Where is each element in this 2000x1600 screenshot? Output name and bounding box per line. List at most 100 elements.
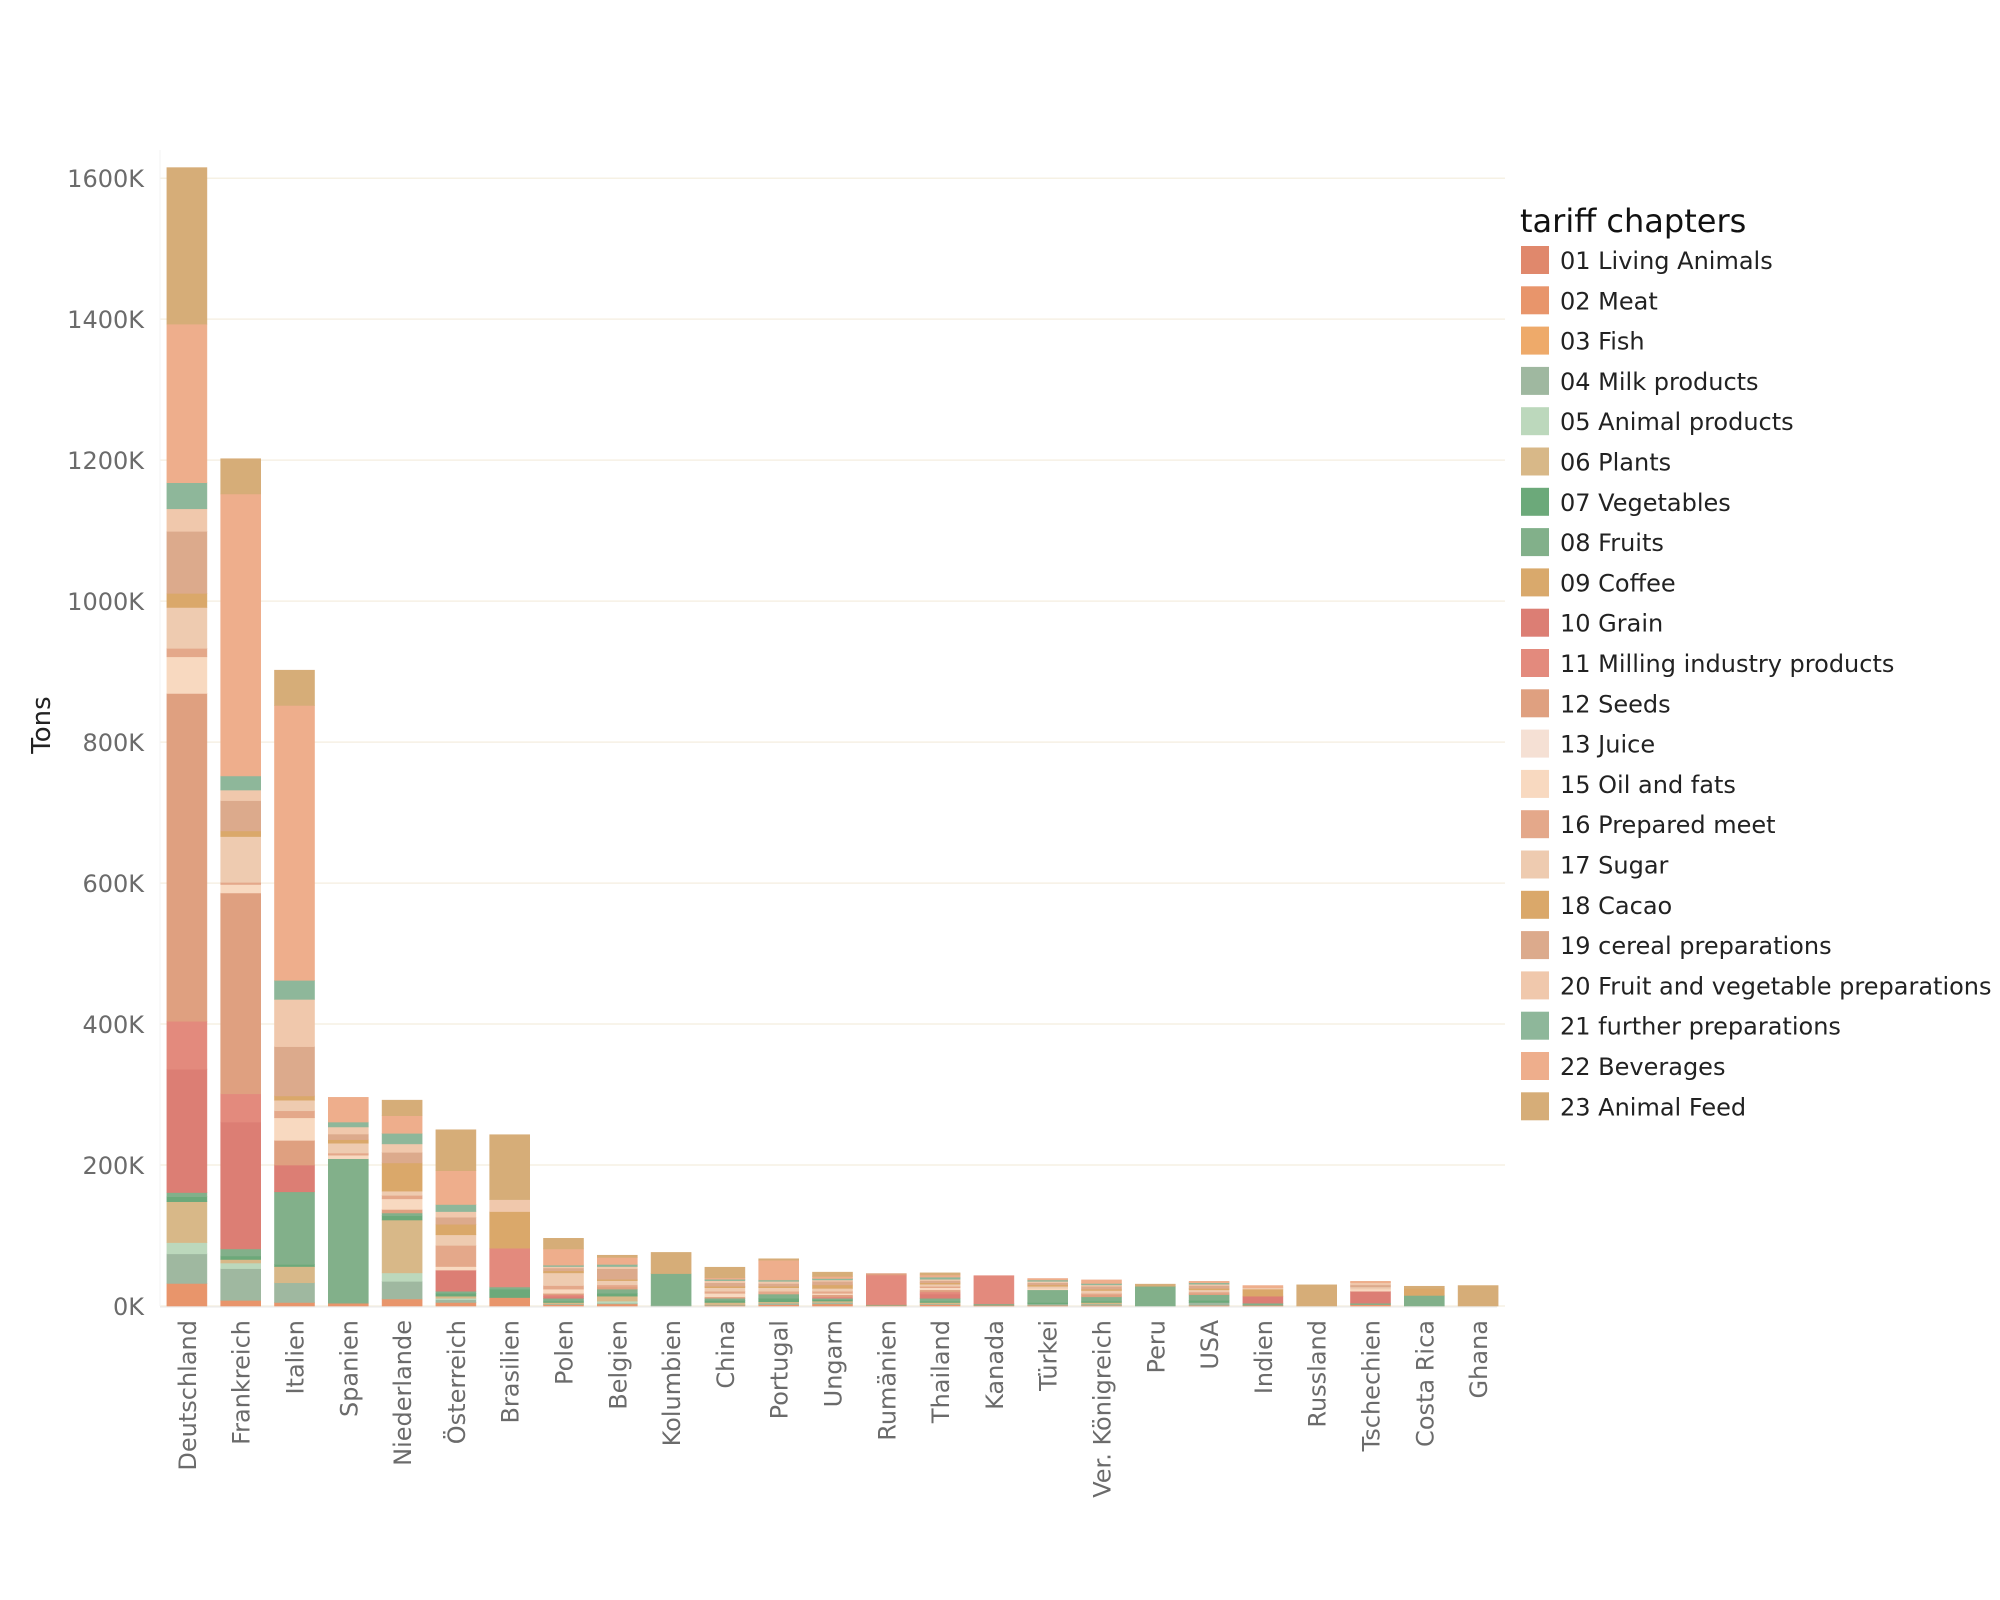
bar-segment [166, 607, 208, 649]
bar-segment [381, 1209, 423, 1214]
bar-segment [166, 508, 208, 532]
x-axis-ticks: Deutschland Frankreich Italien Spanien Niede… [174, 1319, 1493, 1497]
bar-segment [812, 1288, 853, 1292]
bar-segment [166, 656, 208, 694]
bar-segment [704, 1293, 746, 1298]
legend-swatch [1521, 608, 1549, 637]
bar-stack [1350, 1281, 1391, 1307]
legend-swatch [1521, 286, 1549, 315]
bar-segment [435, 1129, 477, 1171]
bar-segment [489, 1286, 531, 1290]
bar-segment [381, 1152, 423, 1164]
bar-segment [435, 1204, 477, 1212]
bar-segment [274, 1302, 315, 1307]
bar-segment [1188, 1289, 1230, 1293]
x-tick-label: Russland [1304, 1320, 1332, 1428]
bar-segment [381, 1195, 423, 1200]
bar-segment [919, 1272, 961, 1276]
bar-stack [596, 1254, 638, 1307]
bar-segment [865, 1274, 907, 1305]
x-tick-label: Ver. Königreich [1089, 1320, 1117, 1498]
bar-segment [1188, 1302, 1230, 1306]
bar-segment [1457, 1285, 1499, 1307]
y-tick-label: 1200K [67, 447, 145, 475]
bar-segment [919, 1276, 961, 1280]
bar-segment [1188, 1300, 1230, 1303]
bar-segment [919, 1291, 961, 1295]
bar-segment [381, 1133, 423, 1145]
bar-segment [596, 1303, 638, 1307]
bar-stack [812, 1271, 853, 1307]
legend-swatch [1521, 689, 1549, 718]
bar-segment [435, 1290, 477, 1294]
bar-stack [1027, 1278, 1068, 1307]
bar-segment [758, 1258, 800, 1261]
bar-segment [274, 1282, 315, 1303]
bar-segment [1350, 1282, 1391, 1286]
bar-segment [274, 1117, 315, 1141]
x-tick-label: Costa Rica [1411, 1320, 1439, 1447]
legend-swatch [1521, 850, 1549, 879]
bar-segment [1027, 1285, 1068, 1289]
bar-stack [1296, 1284, 1337, 1307]
legend-label: 03 Fish [1560, 328, 1645, 356]
bar-segment [596, 1300, 638, 1304]
bar-segment [435, 1295, 477, 1299]
bar-segment [489, 1134, 531, 1200]
bar-segment [1404, 1285, 1445, 1289]
bar-stack [1135, 1283, 1176, 1307]
bar-segment [166, 1283, 208, 1307]
legend-label: 21 further preparations [1560, 1013, 1841, 1041]
bar-segment [220, 1093, 261, 1123]
legend-label: 08 Fruits [1560, 529, 1664, 557]
bar-segment [1135, 1285, 1176, 1307]
legend-label: 22 Beverages [1560, 1053, 1725, 1081]
bar-segment [704, 1297, 746, 1301]
bar-stack [543, 1238, 584, 1307]
bar-segment [381, 1162, 423, 1192]
x-tick-label: Spanien [335, 1320, 363, 1417]
bar-segment [1242, 1285, 1284, 1288]
bar-segment [220, 1262, 261, 1269]
bar-segment [220, 1259, 261, 1264]
bar-segment [1188, 1294, 1230, 1301]
bar-stack [650, 1252, 692, 1307]
legend-swatch [1521, 326, 1549, 355]
bar-segment [166, 531, 208, 594]
bar-segment [1081, 1296, 1122, 1302]
bar-segment [327, 1133, 369, 1140]
legend-label: 15 Oil and fats [1560, 771, 1736, 799]
bar-segment [166, 1253, 208, 1284]
x-tick-label: Tschechien [1358, 1320, 1386, 1452]
bar-segment [596, 1280, 638, 1286]
bar-segment [327, 1121, 369, 1128]
bar-segment [435, 1293, 477, 1297]
bar-segment [381, 1298, 423, 1307]
bar-segment [973, 1275, 1015, 1305]
bar-segment [919, 1283, 961, 1287]
legend-swatch [1521, 1011, 1549, 1040]
legend-swatch [1521, 528, 1549, 557]
x-tick-label: Niederlande [389, 1320, 417, 1466]
legend-label: 11 Milling industry products [1560, 650, 1894, 678]
y-tick-label: 0K [113, 1293, 145, 1321]
bar-segment [274, 1046, 315, 1097]
x-tick-label: Kolumbien [658, 1320, 686, 1446]
bar-stack [489, 1134, 531, 1307]
bar-segment [381, 1215, 423, 1221]
x-tick-label: Italien [282, 1320, 310, 1395]
x-tick-label: Ungarn [820, 1320, 848, 1407]
bar-segment [381, 1099, 423, 1116]
bar-segment [220, 493, 261, 777]
x-tick-label: Ghana [1465, 1320, 1493, 1398]
bar-segment [812, 1284, 853, 1289]
bar-segment [220, 1268, 261, 1301]
legend-swatch [1521, 890, 1549, 919]
bar-segment [327, 1302, 369, 1307]
bar-segment [274, 1191, 315, 1265]
bar-stack [1188, 1281, 1230, 1307]
bar-segment [704, 1290, 746, 1294]
legend-swatch [1521, 246, 1549, 274]
bar-segment [274, 1140, 315, 1166]
bar-segment [812, 1276, 853, 1279]
